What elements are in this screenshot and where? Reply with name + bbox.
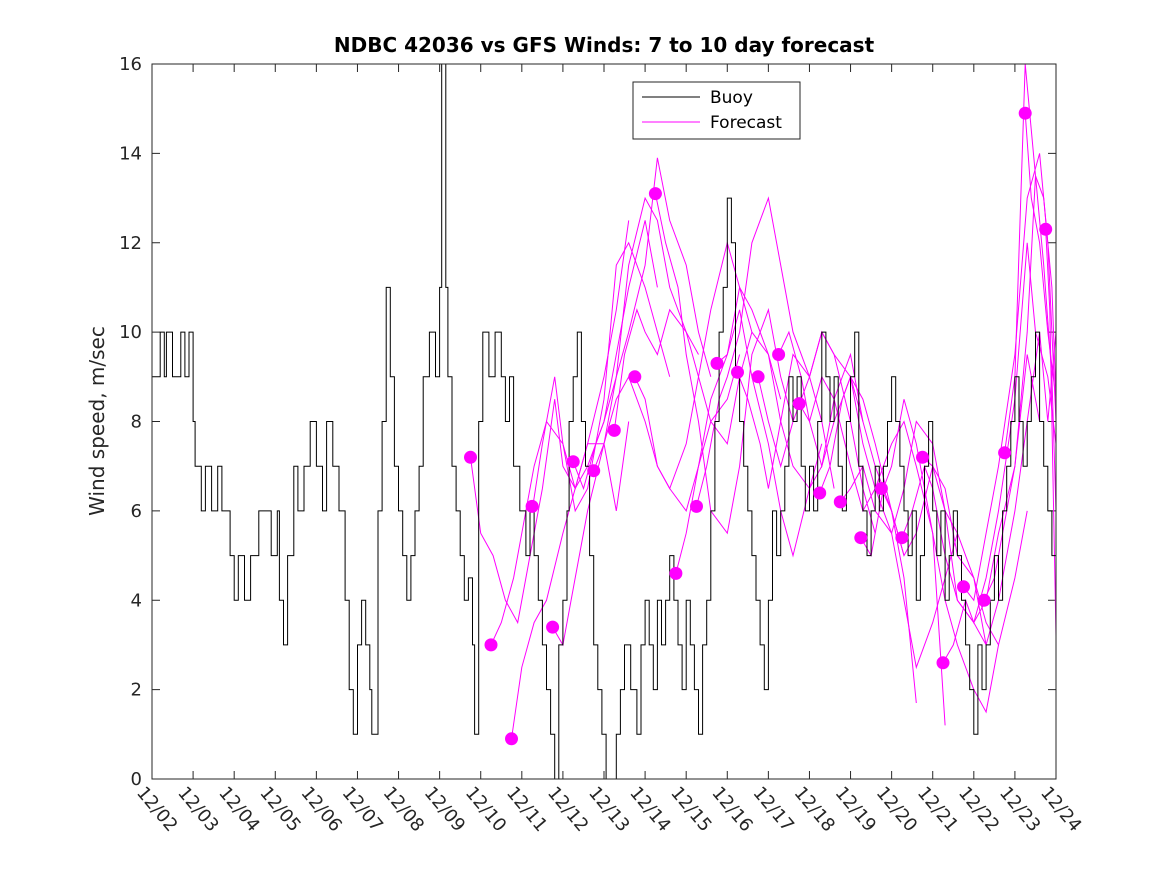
- forecast-marker: [464, 450, 477, 464]
- forecast-line: [552, 196, 699, 647]
- forecast-marker: [710, 356, 724, 370]
- forecast-line: [490, 220, 630, 646]
- forecast-marker: [628, 370, 642, 384]
- forecast-marker: [833, 495, 847, 509]
- series-forecast-markers: [464, 106, 1053, 746]
- y-tick-label: 12: [119, 233, 142, 254]
- forecast-marker: [731, 365, 744, 379]
- forecast-marker: [505, 732, 518, 746]
- y-tick-label: 2: [131, 680, 142, 701]
- legend-box: [632, 81, 801, 140]
- forecast-marker: [977, 593, 991, 607]
- forecast-marker: [607, 423, 621, 437]
- legend-label-forecast: Forecast: [710, 113, 782, 133]
- legend-label-buoy: Buoy: [710, 88, 753, 108]
- forecast-marker: [936, 656, 950, 670]
- forecast-marker: [957, 580, 970, 594]
- y-tick-label: 10: [119, 322, 142, 343]
- forecast-marker: [566, 455, 580, 469]
- forecast-marker: [669, 566, 683, 580]
- forecast-marker: [525, 499, 539, 513]
- legend: Buoy Forecast: [632, 81, 801, 140]
- forecast-marker: [1018, 106, 1032, 120]
- y-tick-label: 16: [119, 54, 142, 75]
- forecast-line: [696, 196, 835, 507]
- y-axis-ticks: 0 2 4 6 8 10 12 14 16: [119, 54, 1056, 790]
- series-forecast: [470, 64, 1056, 739]
- forecast-line: [1045, 229, 1056, 637]
- series-layer: [152, 64, 1056, 779]
- forecast-line: [613, 308, 753, 446]
- forecast-marker: [690, 499, 703, 513]
- forecast-marker: [1039, 222, 1053, 236]
- forecast-marker: [751, 370, 765, 384]
- forecast-line: [798, 375, 946, 726]
- forecast-line: [675, 309, 823, 574]
- forecast-line: [737, 330, 876, 534]
- plot-frame: [151, 63, 1057, 780]
- forecast-marker: [916, 450, 929, 464]
- forecast-marker: [792, 397, 806, 411]
- y-tick-label: 0: [131, 769, 142, 790]
- forecast-marker: [772, 348, 786, 361]
- forecast-marker: [587, 464, 601, 478]
- forecast-line: [922, 332, 1056, 646]
- forecast-line: [572, 157, 712, 491]
- y-axis-label: Wind speed, m/sec: [85, 326, 109, 516]
- forecast-marker: [895, 531, 909, 545]
- buoy-line: [152, 64, 1056, 779]
- series-buoy: [152, 64, 1056, 779]
- forecast-line: [634, 240, 782, 490]
- forecast-marker: [484, 638, 498, 652]
- forecast-marker: [546, 620, 560, 634]
- forecast-marker: [813, 486, 827, 500]
- y-tick-label: 14: [119, 143, 142, 164]
- forecast-line: [470, 399, 630, 625]
- forecast-line: [511, 220, 658, 739]
- y-tick-label: 8: [131, 412, 142, 433]
- forecast-marker: [648, 187, 662, 201]
- forecast-marker: [874, 482, 888, 495]
- forecast-line: [654, 193, 794, 535]
- forecast-line: [757, 330, 905, 556]
- chart-title: NDBC 42036 vs GFS Winds: 7 to 10 day for…: [334, 33, 875, 57]
- forecast-marker: [854, 531, 868, 545]
- y-tick-label: 4: [131, 590, 142, 611]
- y-tick-label: 6: [131, 501, 142, 522]
- forecast-marker: [998, 446, 1012, 460]
